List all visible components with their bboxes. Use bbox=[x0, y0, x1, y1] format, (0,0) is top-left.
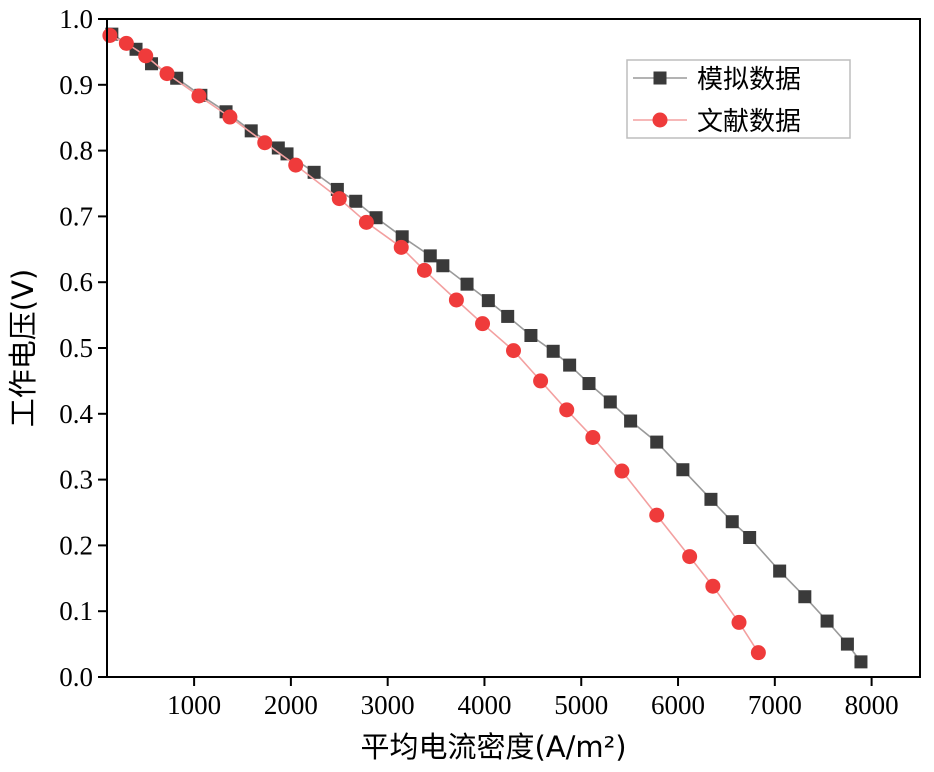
y-tick-label: 0.9 bbox=[59, 70, 93, 100]
data-point bbox=[773, 564, 787, 578]
data-point bbox=[649, 507, 665, 523]
data-point bbox=[288, 157, 304, 173]
data-point bbox=[650, 435, 664, 449]
x-tick-label: 4000 bbox=[457, 690, 511, 720]
data-point bbox=[159, 66, 175, 82]
data-point bbox=[393, 239, 409, 255]
data-point bbox=[102, 27, 118, 43]
data-point bbox=[682, 549, 698, 565]
data-point bbox=[475, 316, 491, 332]
data-point bbox=[731, 614, 747, 630]
data-point bbox=[854, 655, 868, 669]
y-tick-label: 0.6 bbox=[59, 267, 93, 297]
x-tick-label: 2000 bbox=[264, 690, 318, 720]
legend-label: 模拟数据 bbox=[697, 65, 801, 95]
data-point bbox=[582, 377, 596, 391]
data-point bbox=[524, 328, 538, 342]
data-point bbox=[222, 109, 238, 125]
data-point bbox=[676, 463, 690, 477]
data-point bbox=[349, 194, 363, 208]
data-point bbox=[603, 395, 617, 409]
data-point bbox=[307, 165, 321, 179]
data-point bbox=[725, 515, 739, 529]
legend-label: 文献数据 bbox=[697, 107, 801, 137]
x-tick-label: 6000 bbox=[651, 690, 705, 720]
series-2 bbox=[102, 27, 766, 661]
data-point bbox=[704, 492, 718, 506]
data-point bbox=[559, 402, 575, 418]
data-point bbox=[448, 292, 464, 308]
data-point bbox=[614, 463, 630, 479]
data-point bbox=[118, 35, 134, 51]
data-point bbox=[416, 262, 432, 278]
data-point bbox=[436, 259, 450, 273]
y-tick-label: 0.2 bbox=[59, 530, 93, 560]
y-axis-title: 工作电压(V) bbox=[6, 269, 40, 427]
y-tick-label: 0.7 bbox=[59, 201, 93, 231]
data-point bbox=[840, 637, 854, 651]
legend-marker bbox=[653, 71, 667, 85]
data-point bbox=[750, 645, 766, 661]
data-point bbox=[501, 309, 515, 323]
data-point bbox=[331, 191, 347, 207]
data-point bbox=[138, 48, 154, 64]
y-tick-label: 0.5 bbox=[59, 333, 93, 363]
x-tick-label: 5000 bbox=[554, 690, 608, 720]
x-tick-label: 7000 bbox=[748, 690, 802, 720]
data-point bbox=[585, 429, 601, 445]
y-tick-label: 1.0 bbox=[59, 4, 93, 34]
data-point bbox=[481, 294, 495, 308]
y-tick-label: 0.0 bbox=[59, 662, 93, 692]
data-point bbox=[191, 88, 207, 104]
data-point bbox=[533, 373, 549, 389]
y-tick-label: 0.8 bbox=[59, 136, 93, 166]
data-point bbox=[705, 578, 721, 594]
data-point bbox=[423, 249, 437, 263]
x-tick-label: 8000 bbox=[845, 690, 899, 720]
x-axis-title: 平均电流密度(A/m²) bbox=[360, 730, 626, 764]
legend-marker bbox=[652, 112, 668, 128]
x-tick-label: 3000 bbox=[361, 690, 415, 720]
data-point bbox=[358, 214, 374, 230]
data-point bbox=[395, 230, 409, 244]
y-tick-label: 0.4 bbox=[59, 399, 93, 429]
data-point bbox=[506, 343, 521, 359]
data-point bbox=[460, 277, 474, 291]
data-point bbox=[624, 414, 638, 428]
y-tick-label: 0.3 bbox=[59, 465, 93, 495]
series-layer bbox=[102, 27, 868, 669]
data-point bbox=[563, 358, 577, 372]
data-point bbox=[743, 531, 757, 545]
y-tick-label: 0.1 bbox=[59, 596, 93, 626]
axes: 1000 2000 3000 4000 5000 6000 7000 8000 0.0 0.1 0.… bbox=[6, 4, 921, 764]
data-point bbox=[257, 135, 273, 151]
data-point bbox=[546, 344, 560, 358]
data-point bbox=[798, 590, 812, 604]
data-point bbox=[820, 614, 834, 628]
x-tick-label: 1000 bbox=[167, 690, 221, 720]
